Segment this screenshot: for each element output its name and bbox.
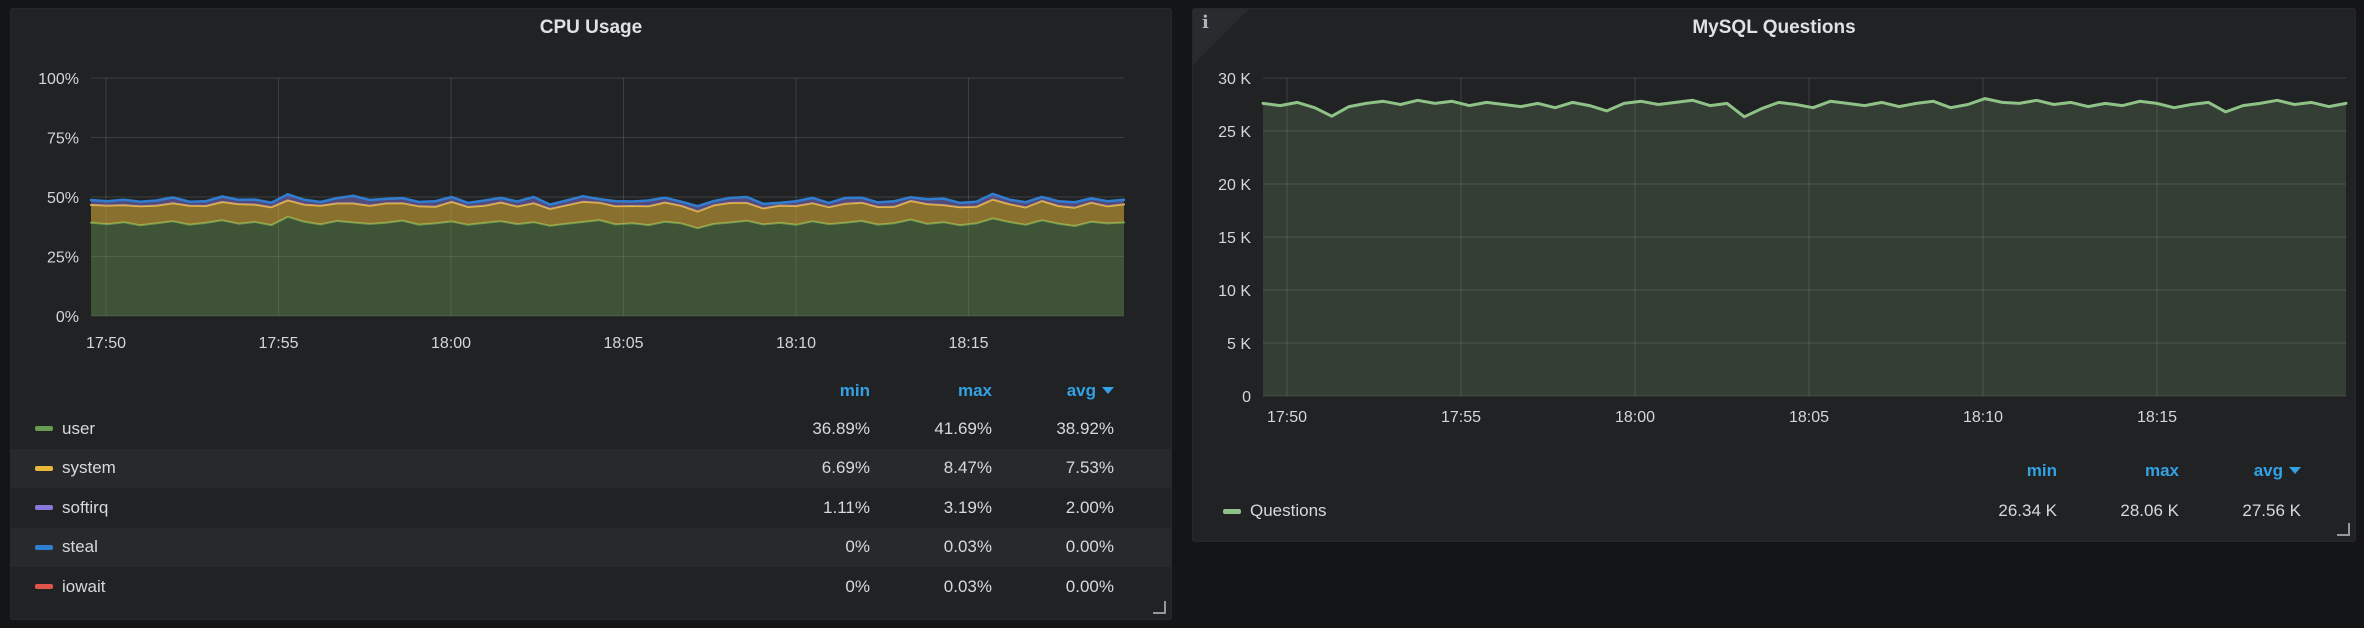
legend-header-avg[interactable]: avg [992, 381, 1114, 401]
series-area-system [91, 199, 1124, 229]
series-color-swatch[interactable] [35, 426, 53, 432]
legend-row-system: system 6.69% 8.47% 7.53% [11, 449, 1171, 489]
steal-avg-value: 0.00% [1065, 537, 1114, 557]
sort-desc-icon [2289, 467, 2301, 474]
panel-title-cpu[interactable]: CPU Usage [539, 17, 643, 38]
legend-header-min[interactable]: min [2026, 461, 2057, 480]
panel-title-mysql[interactable]: MySQL Questions [1692, 17, 1856, 38]
y-axis-tick-label: 15 K [1218, 230, 1251, 247]
series-color-swatch[interactable] [1223, 508, 1241, 514]
softirq-min-value: 1.11% [823, 497, 870, 517]
iowait-min-value: 0% [845, 576, 870, 596]
questions-min-value: 26.34 K [1998, 501, 2057, 520]
y-axis-tick-label: 0 [1242, 389, 1251, 406]
user-min-value: 36.89% [812, 418, 870, 438]
x-axis-tick-label: 18:00 [431, 335, 471, 352]
x-axis-tick-label: 18:15 [2137, 409, 2177, 426]
series-color-swatch[interactable] [35, 584, 53, 590]
series-area-user [91, 216, 1124, 316]
y-axis-tick-label: 25% [47, 250, 79, 267]
legend-row-softirq: softirq 1.11% 3.19% 2.00% [35, 488, 1114, 528]
legend-header-max[interactable]: max [2144, 461, 2179, 480]
y-axis-tick-label: 100% [38, 71, 79, 88]
y-axis-tick-label: 30 K [1218, 71, 1251, 88]
panel-resize-handle[interactable] [1153, 601, 1166, 614]
legend-header-row: min max avg [35, 373, 1114, 409]
legend-header-avg[interactable]: avg [2179, 461, 2301, 481]
steal-min-value: 0% [845, 537, 870, 557]
legend-header-max[interactable]: max [957, 381, 992, 400]
legend-label-user[interactable]: user [62, 418, 96, 438]
user-avg-value: 38.92% [1056, 418, 1114, 438]
questions-max-value: 28.06 K [2120, 501, 2179, 520]
panel-resize-handle[interactable] [2337, 523, 2350, 536]
y-axis-tick-label: 0% [56, 309, 79, 326]
x-axis-tick-label: 18:10 [1963, 409, 2003, 426]
legend-label-questions[interactable]: Questions [1250, 501, 1327, 520]
legend-header-avg-label: avg [2253, 461, 2283, 480]
mysql-questions-chart[interactable]: 0 5 K 10 K 15 K 20 K 25 K 30 K 17:50 17:55 18:00 1… [1193, 9, 2357, 543]
cpu-usage-chart[interactable]: 0% 25% 50% 75% 100% 17:50 17:55 18:00 18:05 18:10… [11, 9, 1173, 621]
info-corner-fold [1193, 9, 1249, 65]
legend-label-softirq[interactable]: softirq [62, 497, 109, 517]
steal-max-value: 0.03% [943, 537, 992, 557]
x-axis-tick-label: 17:50 [86, 335, 126, 352]
legend-label-iowait[interactable]: iowait [62, 576, 106, 596]
series-line-steal [89, 192, 1126, 208]
series-line-Questions [1261, 97, 2348, 119]
x-axis-tick-label: 17:50 [1267, 409, 1307, 426]
panel-mysql-questions: i MySQL Questions 0 5 K 10 K 15 K 20 K 25 K 30… [1192, 8, 2356, 542]
y-axis-tick-label: 25 K [1218, 124, 1251, 141]
legend-row-steal: steal 0% 0.03% 0.00% [11, 528, 1171, 568]
legend-label-steal[interactable]: steal [62, 537, 98, 557]
questions-avg-value: 27.56 K [2242, 501, 2301, 520]
y-axis-tick-label: 5 K [1227, 336, 1251, 353]
x-axis-tick-label: 17:55 [1441, 409, 1481, 426]
series-area-Questions [1263, 98, 2346, 396]
x-axis-tick-label: 18:05 [1789, 409, 1829, 426]
legend-label-system[interactable]: system [62, 458, 116, 478]
user-max-value: 41.69% [934, 418, 992, 438]
y-axis-tick-label: 20 K [1218, 177, 1251, 194]
legend-header-avg-label: avg [1066, 381, 1096, 400]
system-min-value: 6.69% [821, 458, 870, 478]
y-axis-tick-label: 10 K [1218, 283, 1251, 300]
mysql-legend-table: min max avg Questions 26.34 K 28.06 K 27… [1193, 451, 2355, 531]
legend-row-questions: Questions 26.34 K 28.06 K 27.56 K [1223, 491, 2301, 531]
panel-cpu-usage: CPU Usage 0% 25% 50% 75% 100% 17:50 17:55 18:00… [10, 8, 1172, 620]
softirq-max-value: 3.19% [943, 497, 992, 517]
system-avg-value: 7.53% [1065, 458, 1114, 478]
legend-row-iowait: iowait 0% 0.03% 0.00% [35, 567, 1114, 607]
series-color-swatch[interactable] [35, 465, 53, 471]
iowait-avg-value: 0.00% [1065, 576, 1114, 596]
sort-desc-icon [1102, 387, 1114, 394]
x-axis-tick-label: 18:15 [948, 335, 988, 352]
cpu-legend-table: min max avg user 36.89% 41.69% 38.92% sy… [11, 373, 1171, 607]
x-axis-tick-label: 17:55 [258, 335, 298, 352]
legend-row-user: user 36.89% 41.69% 38.92% [35, 409, 1114, 449]
series-color-swatch[interactable] [35, 544, 53, 550]
y-axis-tick-label: 75% [47, 131, 79, 148]
series-area-softirq [91, 193, 1124, 212]
system-max-value: 8.47% [943, 458, 992, 478]
x-axis-tick-label: 18:00 [1615, 409, 1655, 426]
x-axis-tick-label: 18:10 [776, 335, 816, 352]
iowait-max-value: 0.03% [943, 576, 992, 596]
legend-header-row: min max avg [1223, 451, 2301, 491]
legend-header-min[interactable]: min [839, 381, 870, 400]
info-icon[interactable]: i [1202, 12, 1209, 33]
softirq-avg-value: 2.00% [1065, 497, 1114, 517]
y-axis-tick-label: 50% [47, 190, 79, 207]
series-line-system [90, 198, 1125, 213]
x-axis-tick-label: 18:05 [603, 335, 643, 352]
series-color-swatch[interactable] [35, 505, 53, 511]
